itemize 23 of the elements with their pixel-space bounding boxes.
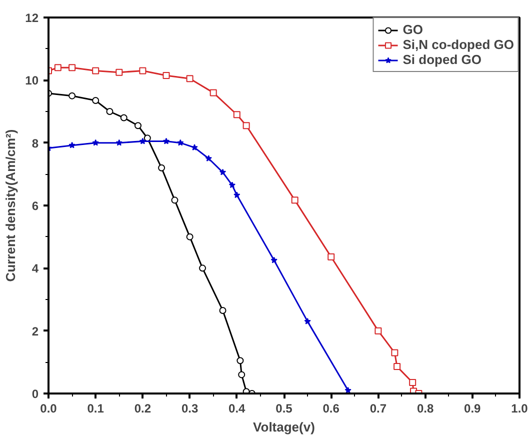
y-axis-title: Current density(Am/cm²) [3,129,18,282]
x-tick-label: 0.8 [416,402,434,416]
x-tick-label: 0.9 [464,402,482,416]
legend-label: GO [402,22,423,37]
x-tick-label: 0.4 [228,402,246,416]
x-tick-label: 0.0 [40,402,58,416]
x-tick-label: 0.1 [87,402,104,416]
y-tick-label: 12 [25,11,39,25]
legend-label: Si,N co-doped GO [402,37,514,52]
x-tick-label: 0.2 [134,402,152,416]
x-tick-label: 0.7 [370,402,387,416]
x-axis-title: Voltage(v) [253,420,315,434]
legend-label: Si doped GO [402,52,482,67]
y-tick-label: 4 [32,262,39,276]
y-tick-label: 6 [32,199,39,213]
y-tick-label: 0 [32,387,39,401]
y-tick-label: 2 [32,324,39,338]
x-tick-label: 1.0 [511,402,528,416]
x-tick-label: 0.3 [181,402,198,416]
x-tick-label: 0.6 [322,402,340,416]
y-tick-label: 10 [25,74,39,88]
x-tick-label: 0.5 [276,402,293,416]
y-tick-label: 8 [32,136,39,150]
